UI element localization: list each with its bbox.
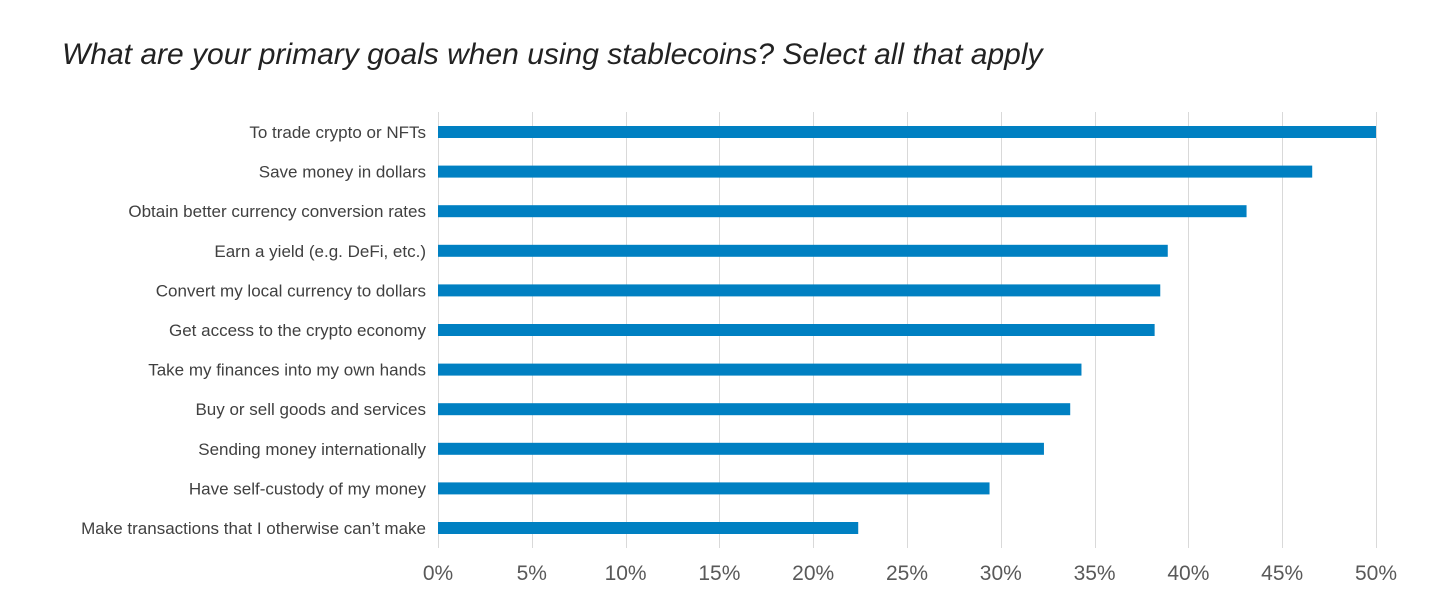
category-label: Sending money internationally	[198, 440, 426, 459]
category-label: Get access to the crypto economy	[169, 321, 427, 340]
category-label: Make transactions that I otherwise can’t…	[81, 519, 426, 538]
bar	[438, 126, 1376, 138]
bar	[438, 244, 1168, 257]
category-label: Have self-custody of my money	[189, 479, 427, 498]
bars	[438, 126, 1376, 534]
bar	[438, 522, 859, 534]
bar	[438, 442, 1044, 455]
category-label: Earn a yield (e.g. DeFi, etc.)	[214, 242, 426, 261]
x-tick-label: 45%	[1261, 562, 1303, 585]
bar	[438, 324, 1155, 336]
x-tick-label: 20%	[792, 562, 834, 585]
bar	[438, 482, 990, 495]
bar	[438, 363, 1082, 376]
x-tick-label: 30%	[980, 562, 1022, 585]
x-tick-label: 25%	[886, 562, 928, 585]
x-tick-label: 5%	[517, 562, 547, 585]
bar	[438, 205, 1247, 218]
x-tick-label: 40%	[1167, 562, 1209, 585]
chart-title: What are your primary goals when using s…	[62, 38, 1043, 71]
category-label: Save money in dollars	[259, 163, 426, 182]
category-label: To trade crypto or NFTs	[249, 123, 426, 142]
bar	[438, 165, 1313, 178]
category-label: Convert my local currency to dollars	[156, 281, 426, 300]
category-label: Take my finances into my own hands	[148, 361, 426, 380]
x-tick-label: 0%	[423, 562, 453, 585]
x-tick-label: 15%	[698, 562, 740, 585]
category-label: Obtain better currency conversion rates	[128, 202, 426, 221]
x-tick-label: 10%	[605, 562, 647, 585]
category-label: Buy or sell goods and services	[195, 400, 426, 419]
x-tick-label: 50%	[1355, 562, 1397, 585]
category-labels: To trade crypto or NFTs Save money in dol…	[81, 123, 426, 538]
bar	[438, 284, 1161, 297]
bar	[438, 403, 1071, 416]
x-tick-label: 35%	[1074, 562, 1116, 585]
x-axis-tick-labels: 0% 5% 10% 15% 20% 25% 30% 35% 40% 45% 50%	[423, 562, 1397, 585]
